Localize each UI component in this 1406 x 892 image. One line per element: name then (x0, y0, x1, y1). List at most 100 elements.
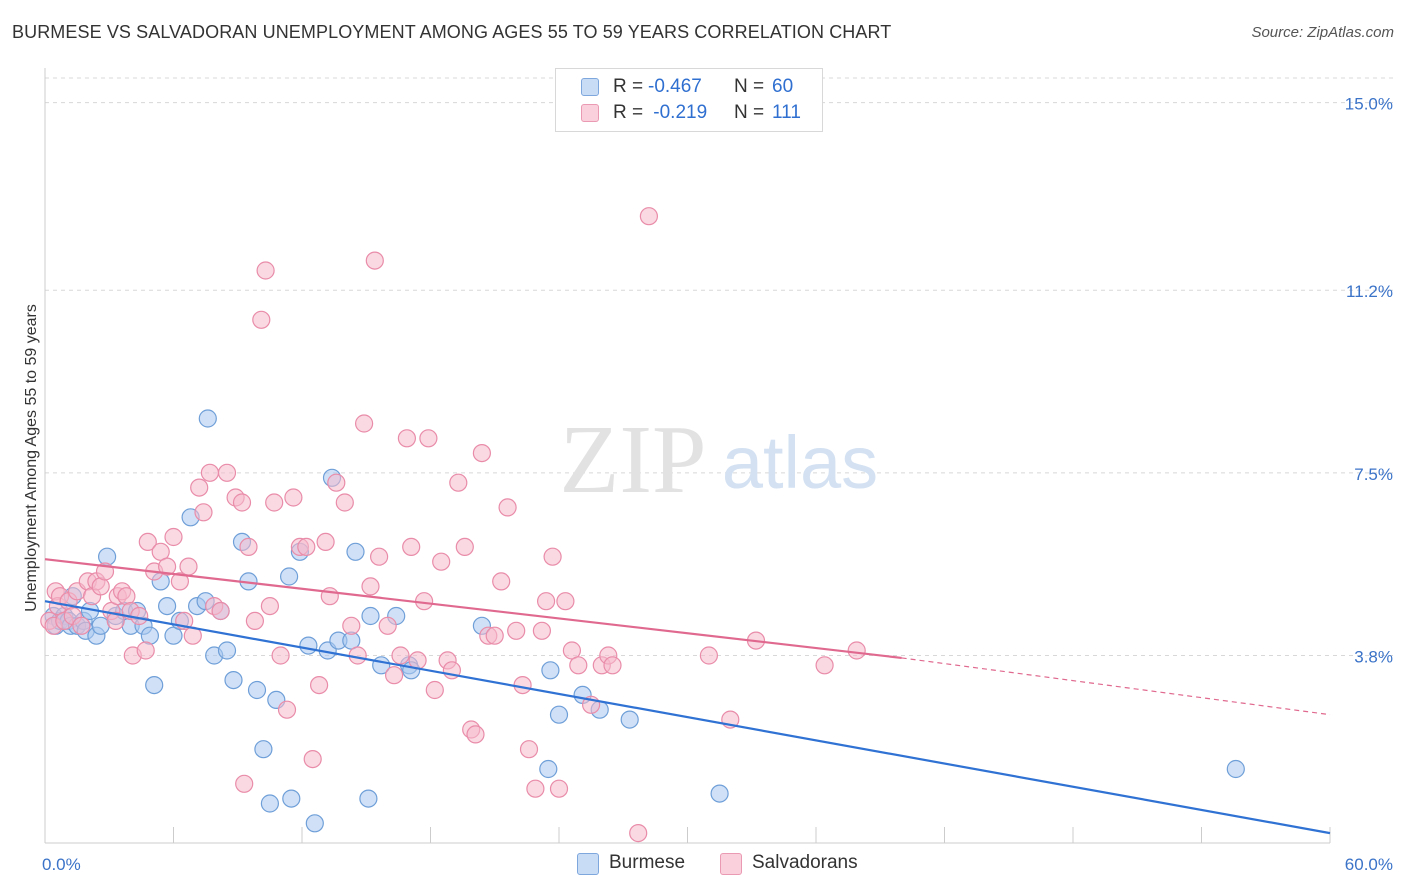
salvadoran-point (284, 488, 303, 507)
salvadoran-point (91, 577, 110, 596)
salvadoran-point (569, 656, 588, 675)
salvadoran-point (498, 498, 517, 517)
burmese-point (282, 789, 301, 808)
salvadoran-point (370, 547, 389, 566)
salvadoran-point (164, 527, 183, 547)
burmese-point (346, 542, 365, 561)
salvadoran-point (252, 310, 271, 329)
salvadoran-point (385, 666, 404, 685)
salvadoran-point (365, 251, 384, 270)
salvadoran-point (271, 646, 290, 665)
r-label: R = (613, 76, 644, 97)
burmese-point (91, 616, 110, 635)
salvadoran-point (419, 429, 438, 448)
tick-layer: 3.8% 7.5% 11.2% 15.0% 0.0% 60.0% (42, 95, 1393, 874)
salvadoran-point (402, 537, 421, 557)
burmese-point (541, 661, 560, 680)
salvadoran-point (556, 592, 575, 611)
burmese-point (254, 740, 273, 759)
y-tick-label: 7.5% (1354, 465, 1393, 484)
salvadoran-point (342, 616, 361, 635)
r-value: -0.467 (648, 76, 702, 97)
burmese-point (549, 705, 569, 724)
n-value: 111 (772, 102, 801, 123)
chart-source: Source: ZipAtlas.com (1251, 24, 1394, 41)
salvadoran-point (391, 646, 410, 665)
salvadoran-point (536, 592, 556, 611)
n-value: 60 (772, 76, 794, 97)
salvadoran-point (179, 557, 198, 576)
stats-legend: R = -0.467 N = 60 R = -0.219 N = 111 (555, 68, 823, 132)
salvadoran-series (40, 207, 866, 843)
salvadoran-trend-extension (901, 657, 1331, 716)
salvadoran-point (485, 626, 504, 645)
burmese-point (247, 680, 267, 700)
salvadoran-point (217, 463, 237, 482)
salvadoran-point (303, 749, 322, 769)
salvadoran-point (466, 725, 485, 744)
burmese-point (158, 596, 177, 616)
n-label: N = (734, 76, 765, 97)
salvadoran-point (170, 572, 189, 591)
burmese-point (620, 710, 639, 729)
salvadoran-trend-line (44, 558, 902, 660)
watermark: ZIP atlas (560, 406, 879, 514)
burmese-point (1226, 759, 1245, 779)
salvadoran-point (190, 478, 209, 497)
salvadoran-point (492, 572, 511, 591)
salvadoran-point (519, 740, 539, 759)
burmese-point (198, 409, 217, 428)
salvadoran-point (449, 473, 468, 492)
grid-layer (45, 77, 1395, 656)
salvadoran-point (136, 641, 155, 660)
salvadoran-swatch (581, 104, 599, 122)
x-tick-label: 60.0% (1345, 855, 1393, 874)
burmese-trend-line (44, 600, 1331, 835)
salvadoran-point (603, 656, 622, 675)
salvadoran-point (397, 429, 416, 448)
burmese-point (217, 641, 237, 660)
n-label: N = (734, 102, 765, 123)
salvadoran-point (327, 473, 346, 492)
salvadoran-point (310, 675, 329, 695)
x-tick-label: 0.0% (42, 855, 81, 874)
burmese-point (305, 814, 324, 833)
points-layer (40, 207, 1245, 843)
salvadoran-point (425, 680, 444, 700)
salvadoran-point (532, 621, 552, 640)
burmese-point (361, 606, 380, 626)
burmese-swatch (581, 78, 599, 96)
y-tick-label: 3.8% (1354, 647, 1393, 666)
salvadoran-point (543, 547, 562, 566)
burmese-point (359, 789, 378, 808)
burmese-point (145, 675, 164, 695)
salvadoran-point (507, 621, 526, 640)
burmese-point (710, 784, 729, 803)
salvadoran-point (235, 774, 254, 793)
burmese-point (539, 759, 558, 779)
watermark-atlas: atlas (722, 421, 878, 504)
salvadoran-point (316, 532, 335, 552)
salvadoran-point (277, 700, 297, 719)
salvadoran-point (239, 537, 258, 557)
salvadoran-point (211, 601, 230, 621)
salvadoran-point (106, 611, 125, 631)
salvadoran-point (639, 207, 659, 226)
salvadoran-point (472, 444, 491, 463)
salvadoran-point (355, 414, 374, 433)
salvadoran-point (256, 261, 275, 280)
salvadoran-point (265, 493, 284, 512)
legend-label-salvadorans: Salvadorans (752, 852, 858, 873)
legend-label-burmese: Burmese (609, 852, 686, 873)
salvadoran-point (200, 463, 219, 482)
salvadoran-point (260, 596, 279, 616)
salvadoran-point (158, 557, 177, 576)
r-label: R = (613, 102, 644, 123)
salvadoran-point (629, 823, 648, 843)
salvadoran-point (513, 675, 532, 695)
axis-layer (44, 68, 1331, 844)
watermark-zip: ZIP (560, 406, 707, 514)
salvadoran-point (815, 656, 834, 675)
chart-title: BURMESE VS SALVADORAN UNEMPLOYMENT AMONG… (12, 22, 892, 42)
salvadoran-point (194, 503, 213, 522)
